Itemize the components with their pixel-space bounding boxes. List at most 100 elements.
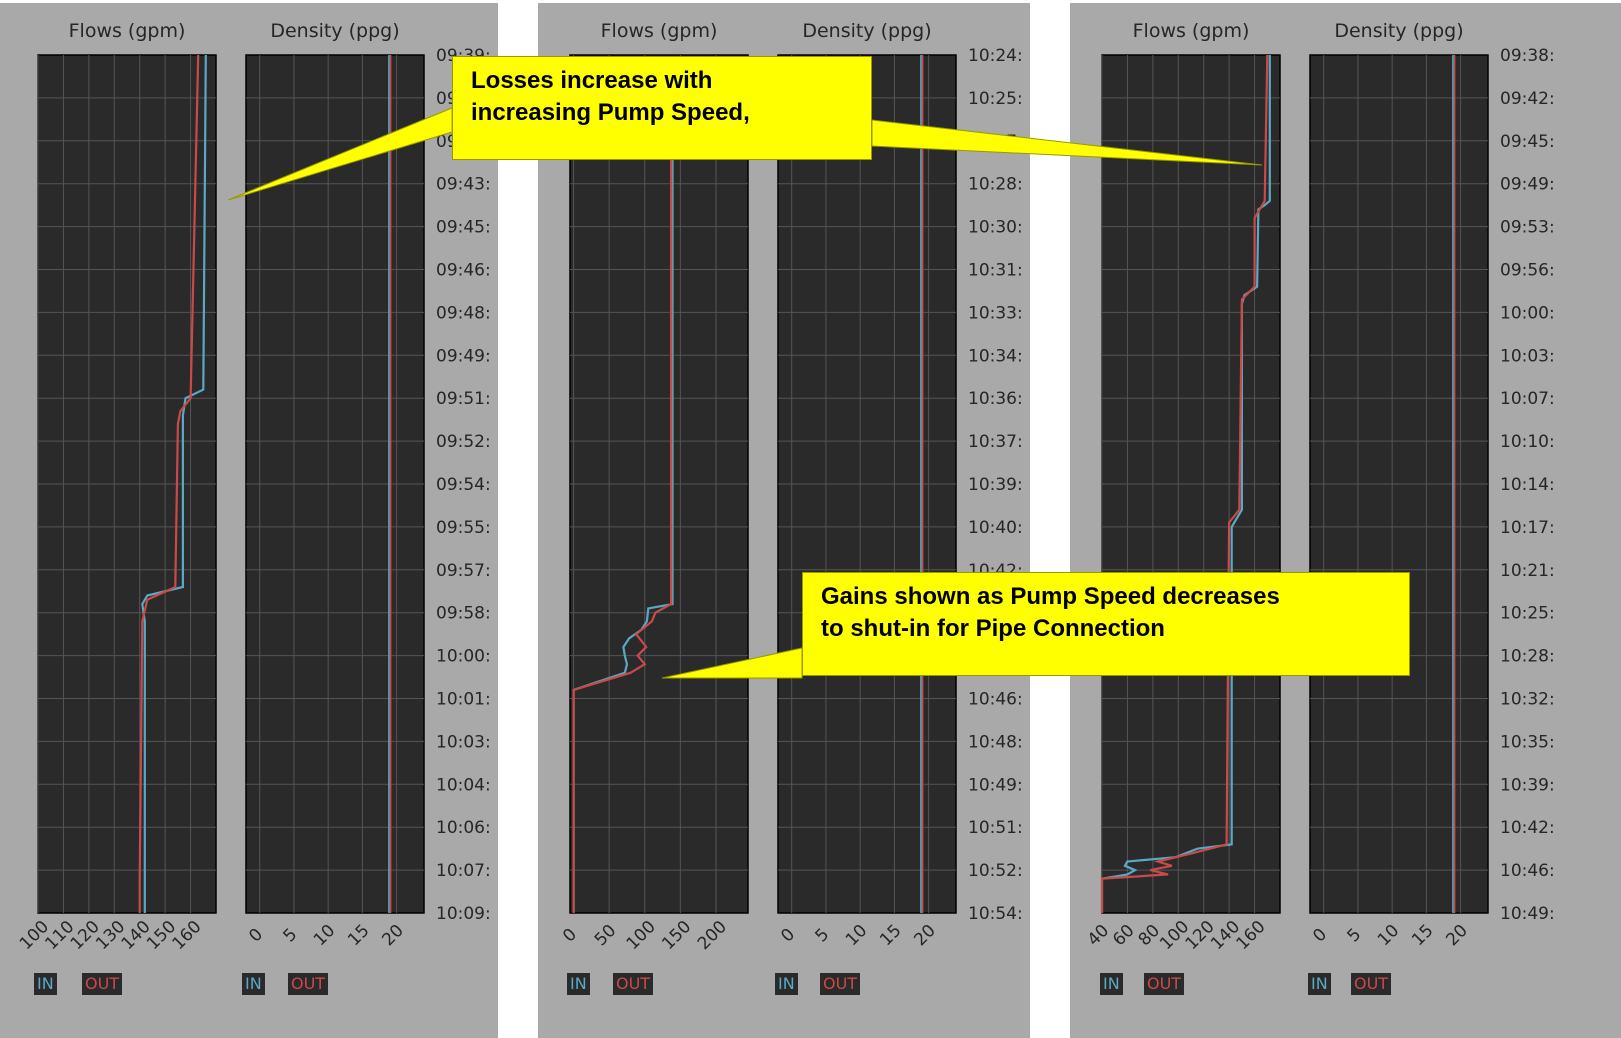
flows-series-out-line	[138, 54, 200, 913]
flows-x-tick-label: 160	[168, 917, 205, 954]
time-axis-label: 10:28:	[968, 175, 1023, 195]
time-axis-label: 10:25:	[968, 89, 1023, 109]
density-x-tick-label: 10	[1374, 921, 1403, 950]
callout-losses-line2: increasing Pump Speed,	[471, 99, 750, 126]
time-axis-label: 10:49:	[1500, 904, 1555, 924]
density-x-tick-label: 0	[245, 925, 267, 947]
density-x-tick-label: 15	[1408, 921, 1437, 950]
callout-gains-line1: Gains shown as Pump Speed decreases	[821, 583, 1280, 610]
time-axis-label: 09:49:	[436, 346, 491, 366]
chart-svg-left: Flows (gpm)100110120130140150160Density …	[16, 20, 491, 954]
time-axis-label: 10:37:	[968, 432, 1023, 452]
density-title: Density (ppg)	[1334, 20, 1463, 42]
time-axis-label: 09:49:	[1500, 175, 1555, 195]
density-x-tick-label: 10	[310, 921, 339, 950]
legend-out: OUT	[1351, 973, 1392, 995]
flows-x-tick-label: 150	[658, 917, 695, 954]
time-axis-label: 10:00:	[436, 647, 491, 667]
density-x-tick-label: 20	[378, 921, 407, 950]
time-axis-label: 10:14:	[1500, 475, 1555, 495]
legend-in: IN	[1100, 973, 1123, 995]
time-axis-label: 09:46:	[436, 261, 491, 281]
time-axis-label: 10:49:	[968, 775, 1023, 795]
time-axis-label: 09:58:	[436, 604, 491, 624]
flows-x-tick-label: 160	[1232, 917, 1269, 954]
time-axis-label: 10:39:	[1500, 775, 1555, 795]
legend-out: OUT	[1144, 973, 1185, 995]
flows-title: Flows (gpm)	[1133, 20, 1250, 42]
flows-x-tick-label: 0	[559, 925, 581, 947]
time-axis-label: 10:40:	[968, 518, 1023, 538]
flows-x-tick-label: 200	[694, 917, 731, 954]
density-x-tick-label: 15	[876, 921, 905, 950]
density-x-tick-label: 0	[1309, 925, 1331, 947]
time-axis-label: 10:51:	[968, 818, 1023, 838]
time-axis-label: 10:30:	[968, 218, 1023, 238]
flows-series-out-line	[572, 115, 673, 913]
time-axis-label: 09:42:	[1500, 89, 1555, 109]
density-x-tick-label: 20	[910, 921, 939, 950]
chart-panel-middle: Flows (gpm) 0 50 100 150 200 Density (ppg) 0 5 10…	[538, 3, 1030, 1038]
density-x-tick-label: 0	[777, 925, 799, 947]
time-axis-label: 10:04:	[436, 775, 491, 795]
density-x-tick-label: 10	[842, 921, 871, 950]
density-title: Density (ppg)	[802, 20, 931, 42]
time-axis-label: 09:56:	[1500, 261, 1555, 281]
time-axis-label: 10:01:	[436, 690, 491, 710]
time-axis-label: 10:06:	[436, 818, 491, 838]
legend-out: OUT	[288, 973, 329, 995]
flows-series-in-line	[572, 115, 674, 913]
density-x-tick-label: 20	[1442, 921, 1471, 950]
time-axis-label: 09:43:	[436, 175, 491, 195]
time-axis-label: 10:03:	[1500, 346, 1555, 366]
density-x-tick-label: 5	[279, 925, 301, 947]
time-axis-label: 10:54:	[968, 904, 1023, 924]
time-axis-label: 10:03:	[436, 732, 491, 752]
time-axis-label: 10:48:	[968, 732, 1023, 752]
time-axis-label: 09:55:	[436, 518, 491, 538]
time-axis-label: 10:00:	[1500, 303, 1555, 323]
density-x-tick-label: 15	[344, 921, 373, 950]
callout-gains-line2: to shut-in for Pipe Connection	[821, 615, 1165, 642]
legend-in: IN	[775, 973, 798, 995]
callout-losses: Losses increase with increasing Pump Spe…	[452, 56, 872, 160]
flows-title: Flows (gpm)	[601, 20, 718, 42]
flows-title: Flows (gpm)	[69, 20, 186, 42]
callout-gains: Gains shown as Pump Speed decreases to s…	[802, 572, 1410, 676]
time-axis-label: 09:54:	[436, 475, 491, 495]
time-axis-label: 09:45:	[1500, 132, 1555, 152]
chart-panel-right: Flows (gpm) 40 60 80 100 120 140 160 Density (pp…	[1070, 3, 1621, 1038]
flows-x-tick-label: 50	[591, 921, 620, 950]
legend-out: OUT	[613, 973, 654, 995]
density-title: Density (ppg)	[270, 20, 399, 42]
time-axis-label: 09:52:	[436, 432, 491, 452]
legend-out: OUT	[820, 973, 861, 995]
time-axis-label: 10:17:	[1500, 518, 1555, 538]
legend-out: OUT	[82, 973, 123, 995]
time-axis-label: 10:46:	[1500, 861, 1555, 881]
legend-in: IN	[567, 973, 590, 995]
density-x-tick-label: 5	[811, 925, 833, 947]
time-axis-label: 10:10:	[1500, 432, 1555, 452]
flows-x-tick-label: 100	[623, 917, 660, 954]
time-axis-label: 10:24:	[968, 46, 1023, 66]
flows-series-in-line	[1100, 55, 1271, 913]
time-axis-label: 10:07:	[436, 861, 491, 881]
time-axis-label: 10:09:	[436, 904, 491, 924]
legend-in: IN	[242, 973, 265, 995]
callout-losses-line1: Losses increase with	[471, 67, 713, 94]
time-axis-label: 10:33:	[968, 303, 1023, 323]
density-x-tick-label: 5	[1343, 925, 1365, 947]
time-axis-label: 10:31:	[968, 261, 1023, 281]
time-axis-label: 10:36:	[968, 389, 1023, 409]
flows-series-out-line	[1100, 54, 1269, 913]
time-axis-label: 10:28:	[1500, 647, 1555, 667]
time-axis-label: 09:45:	[436, 218, 491, 238]
time-axis-label: 10:39:	[968, 475, 1023, 495]
time-axis-label: 10:32:	[1500, 690, 1555, 710]
time-axis-label: 10:27:	[968, 132, 1023, 152]
legend-in: IN	[34, 973, 57, 995]
time-axis-label: 09:38:	[1500, 46, 1555, 66]
